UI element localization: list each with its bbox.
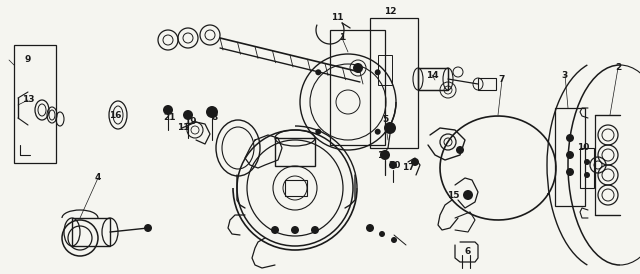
Text: 5: 5 bbox=[382, 116, 388, 124]
Text: 1: 1 bbox=[339, 33, 345, 42]
Circle shape bbox=[379, 231, 385, 237]
Circle shape bbox=[391, 237, 397, 243]
Text: 7: 7 bbox=[499, 76, 505, 84]
Bar bbox=[330, 30, 385, 145]
Bar bbox=[418, 68, 448, 90]
Circle shape bbox=[163, 105, 173, 115]
Circle shape bbox=[566, 134, 574, 142]
Circle shape bbox=[411, 158, 419, 166]
Text: 16: 16 bbox=[109, 110, 121, 119]
Circle shape bbox=[463, 190, 473, 200]
Text: 4: 4 bbox=[95, 173, 101, 182]
Circle shape bbox=[389, 161, 397, 169]
Bar bbox=[378, 55, 392, 85]
Circle shape bbox=[584, 172, 590, 178]
Circle shape bbox=[374, 129, 381, 135]
Bar bbox=[14, 45, 56, 163]
Text: 17: 17 bbox=[402, 164, 414, 173]
Text: 15: 15 bbox=[447, 190, 460, 199]
Circle shape bbox=[566, 168, 574, 176]
Text: 9: 9 bbox=[25, 56, 31, 64]
Bar bbox=[555, 108, 585, 206]
Circle shape bbox=[144, 224, 152, 232]
Circle shape bbox=[566, 151, 574, 159]
Circle shape bbox=[271, 226, 279, 234]
Circle shape bbox=[380, 150, 390, 160]
Text: 8: 8 bbox=[212, 113, 218, 122]
Bar bbox=[580, 148, 594, 188]
Circle shape bbox=[316, 69, 321, 75]
Circle shape bbox=[584, 159, 590, 165]
Circle shape bbox=[456, 146, 464, 154]
Bar bbox=[418, 68, 448, 90]
Circle shape bbox=[366, 224, 374, 232]
Circle shape bbox=[206, 106, 218, 118]
Bar bbox=[370, 18, 418, 148]
Circle shape bbox=[291, 226, 299, 234]
Circle shape bbox=[353, 63, 363, 73]
Text: 19: 19 bbox=[184, 118, 196, 127]
Circle shape bbox=[311, 226, 319, 234]
Text: 11: 11 bbox=[177, 124, 189, 133]
Text: 13: 13 bbox=[22, 96, 35, 104]
Text: 12: 12 bbox=[384, 7, 396, 16]
Bar bbox=[285, 180, 307, 196]
Text: 3: 3 bbox=[562, 70, 568, 79]
Circle shape bbox=[316, 129, 321, 135]
Text: 10: 10 bbox=[577, 144, 589, 153]
Circle shape bbox=[384, 122, 396, 134]
Bar bbox=[275, 138, 315, 166]
Text: 21: 21 bbox=[164, 113, 176, 122]
Bar bbox=[72, 218, 110, 246]
Circle shape bbox=[374, 69, 381, 75]
Text: 20: 20 bbox=[388, 161, 400, 170]
Bar bbox=[478, 78, 496, 90]
Circle shape bbox=[183, 110, 193, 120]
Text: 6: 6 bbox=[465, 247, 471, 256]
Text: 2: 2 bbox=[615, 64, 621, 73]
Text: 14: 14 bbox=[426, 70, 438, 79]
Text: 18: 18 bbox=[377, 150, 389, 159]
Text: 11: 11 bbox=[331, 13, 343, 22]
